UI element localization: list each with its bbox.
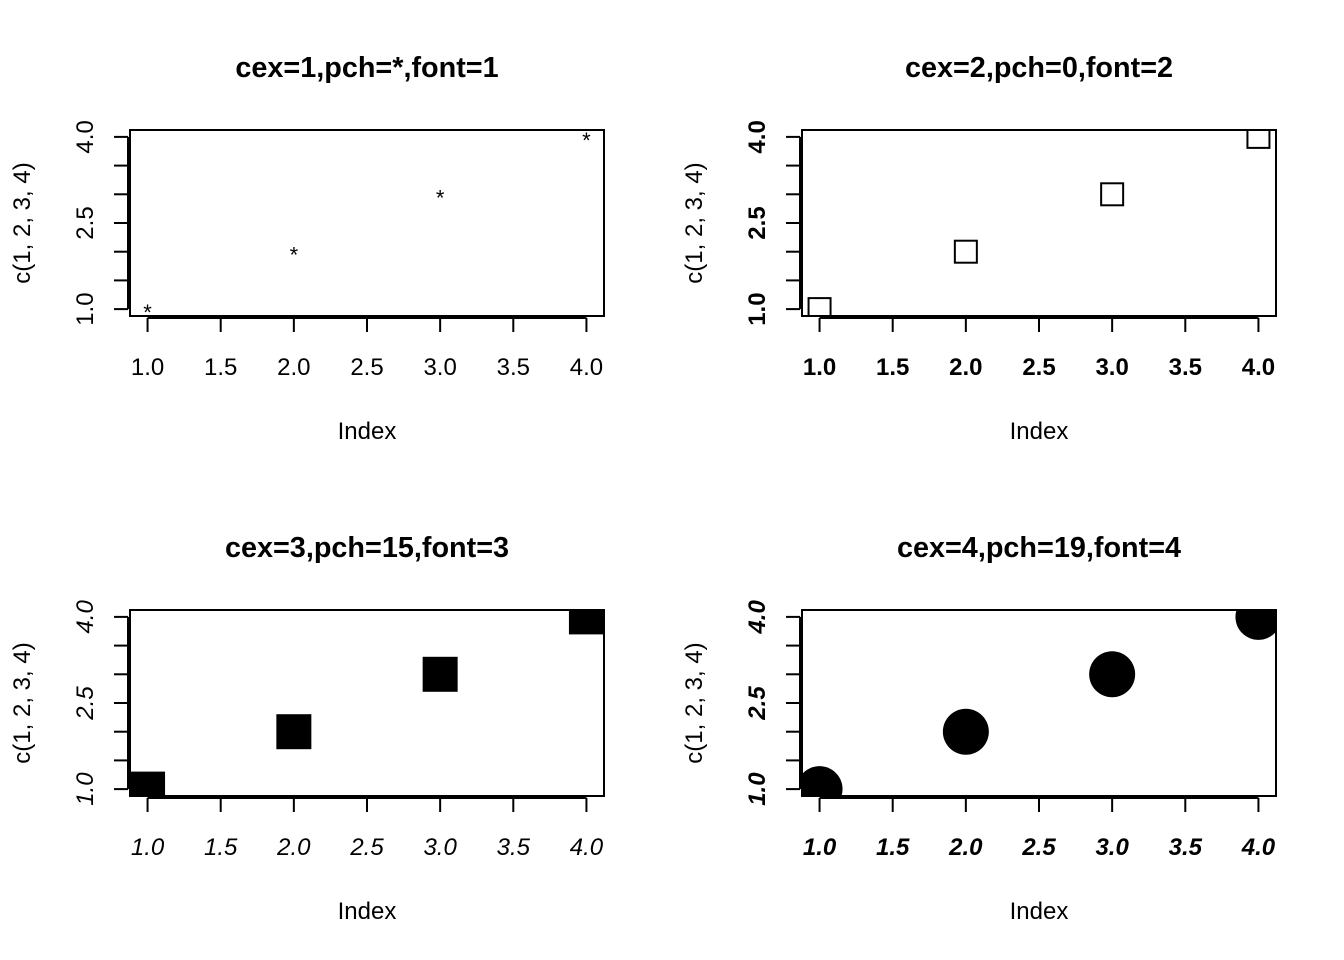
chart-panel: cex=2,pch=0,font=2 1.0 1.5 2.0 2.5 3.0 3.5 4.0 1… — [681, 52, 1277, 445]
data-point — [1089, 651, 1136, 698]
x-tick-label: 1.5 — [204, 354, 237, 381]
x-tick-label: 4.0 — [1242, 354, 1275, 381]
plot-frame — [129, 129, 605, 317]
data-point: * — [436, 185, 445, 210]
y-tick-label: 2.5 — [744, 206, 771, 239]
plot-frame — [801, 129, 1277, 317]
data-point — [422, 656, 458, 692]
x-tick-label: 1.5 — [876, 834, 910, 861]
x-tick-label: 3.5 — [497, 354, 530, 381]
x-axis-label: Index — [338, 898, 397, 925]
x-axis-label: Index — [1010, 898, 1069, 925]
data-point — [802, 766, 843, 796]
x-tick-label: 3.0 — [423, 354, 456, 381]
x-tick-label: 2.0 — [277, 354, 310, 381]
data-point — [807, 297, 832, 316]
x-tick-label: 4.0 — [570, 834, 604, 861]
data-point — [130, 771, 166, 796]
y-tick-label: 2.5 — [72, 686, 99, 721]
data-point — [1100, 182, 1125, 207]
x-tick-label: 3.5 — [1169, 834, 1203, 861]
x-tick-label: 2.5 — [1021, 834, 1056, 861]
x-tick-label: 2.5 — [1022, 354, 1055, 381]
x-axis-label: Index — [338, 418, 397, 445]
chart-title: cex=3,pch=15,font=3 — [225, 532, 509, 564]
y-axis-label: c(1, 2, 3, 4) — [9, 162, 36, 283]
x-tick-label: 2.0 — [948, 834, 983, 861]
x-tick-label: 3.0 — [423, 834, 457, 861]
plot-frame — [801, 609, 1277, 797]
x-tick-label: 4.0 — [1241, 834, 1276, 861]
data-points — [802, 610, 1276, 796]
data-point: * — [582, 128, 591, 153]
data-point — [276, 714, 312, 750]
chart-panel: cex=4,pch=19,font=4 1.0 1.5 2.0 2.5 3.0 3.5 4.0… — [681, 532, 1277, 925]
data-points: * * * * — [143, 128, 591, 325]
y-tick-label: 1.0 — [72, 292, 99, 325]
y-tick-label: 1.0 — [744, 772, 771, 806]
data-point — [1246, 130, 1271, 149]
y-axis-label: c(1, 2, 3, 4) — [681, 162, 708, 283]
y-tick-label: 1.0 — [72, 772, 99, 806]
x-tick-label: 3.5 — [497, 834, 531, 861]
chart-panel: cex=3,pch=15,font=3 1.0 1.5 2.0 2.5 3.0 3.5 4.0… — [9, 532, 605, 925]
y-tick-label: 4.0 — [72, 120, 99, 153]
y-axis-label: c(1, 2, 3, 4) — [681, 642, 708, 763]
y-tick-label: 4.0 — [744, 120, 771, 153]
chart-panel: cex=1,pch=*,font=1 1.0 1.5 2.0 2.5 3.0 3.5 4.0 1… — [9, 52, 605, 445]
x-tick-label: 2.0 — [276, 834, 311, 861]
y-tick-label: 2.5 — [744, 686, 771, 721]
x-tick-label: 4.0 — [570, 354, 603, 381]
chart-title: cex=4,pch=19,font=4 — [897, 532, 1181, 564]
data-point — [568, 610, 604, 635]
y-axis-label: c(1, 2, 3, 4) — [9, 642, 36, 763]
x-tick-label: 3.0 — [1095, 834, 1129, 861]
y-tick-label: 1.0 — [744, 292, 771, 325]
x-tick-label: 3.5 — [1169, 354, 1202, 381]
x-tick-label: 1.0 — [803, 834, 837, 861]
x-tick-label: 1.5 — [204, 834, 238, 861]
data-point: * — [143, 300, 152, 325]
x-tick-label: 1.0 — [131, 354, 164, 381]
data-point — [953, 239, 978, 264]
chart-title: cex=1,pch=*,font=1 — [235, 52, 498, 84]
y-tick-label: 4.0 — [744, 600, 771, 635]
data-point — [942, 708, 989, 755]
data-points — [130, 610, 604, 796]
data-point: * — [290, 243, 299, 268]
x-tick-label: 1.5 — [876, 354, 909, 381]
data-point — [1235, 610, 1276, 640]
x-tick-label: 2.5 — [349, 834, 384, 861]
data-points — [807, 130, 1271, 316]
x-tick-label: 1.0 — [803, 354, 836, 381]
y-tick-label: 4.0 — [72, 600, 99, 634]
x-tick-label: 3.0 — [1095, 354, 1128, 381]
y-tick-label: 2.5 — [72, 206, 99, 239]
x-tick-label: 1.0 — [131, 834, 165, 861]
x-axis-label: Index — [1010, 418, 1069, 445]
x-tick-label: 2.0 — [949, 354, 982, 381]
x-tick-label: 2.5 — [350, 354, 383, 381]
chart-title: cex=2,pch=0,font=2 — [905, 52, 1173, 84]
plot-frame — [129, 609, 605, 797]
